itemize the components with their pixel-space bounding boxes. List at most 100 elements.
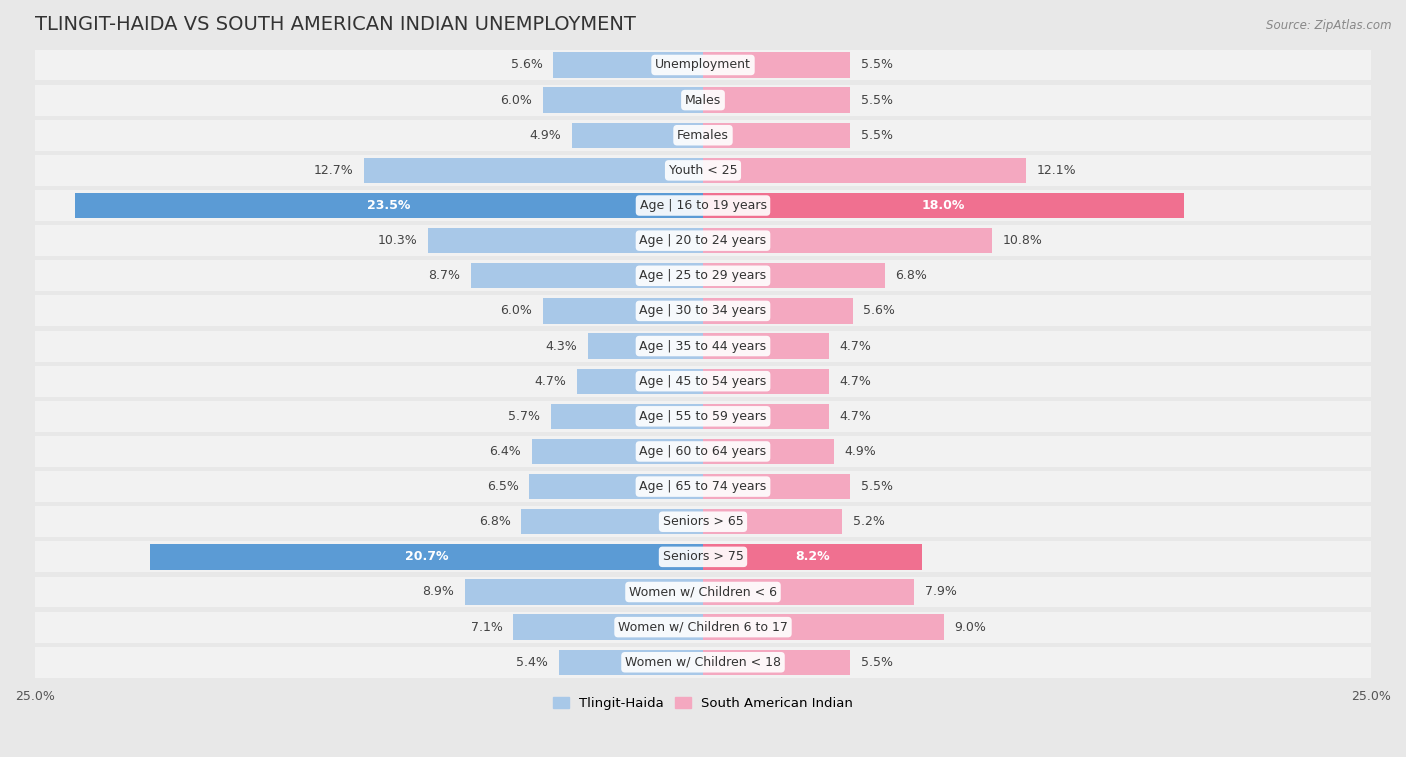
Bar xyxy=(703,263,884,288)
Text: 6.0%: 6.0% xyxy=(501,94,531,107)
Text: 4.7%: 4.7% xyxy=(839,410,872,423)
Text: 5.5%: 5.5% xyxy=(860,129,893,142)
Bar xyxy=(572,123,703,148)
Text: Age | 60 to 64 years: Age | 60 to 64 years xyxy=(640,445,766,458)
Bar xyxy=(35,612,1371,643)
Bar xyxy=(35,190,1371,221)
Text: 10.8%: 10.8% xyxy=(1002,234,1042,247)
Bar xyxy=(543,298,703,323)
Text: Females: Females xyxy=(678,129,728,142)
Bar xyxy=(35,436,1371,467)
Bar xyxy=(703,298,852,323)
Text: 10.3%: 10.3% xyxy=(377,234,418,247)
Bar xyxy=(513,615,703,640)
Bar xyxy=(427,228,703,254)
Bar xyxy=(465,579,703,605)
Legend: Tlingit-Haida, South American Indian: Tlingit-Haida, South American Indian xyxy=(548,692,858,715)
Bar xyxy=(522,509,703,534)
Text: 18.0%: 18.0% xyxy=(922,199,965,212)
Text: 12.7%: 12.7% xyxy=(314,164,353,177)
Bar xyxy=(35,120,1371,151)
Text: Youth < 25: Youth < 25 xyxy=(669,164,737,177)
Text: TLINGIT-HAIDA VS SOUTH AMERICAN INDIAN UNEMPLOYMENT: TLINGIT-HAIDA VS SOUTH AMERICAN INDIAN U… xyxy=(35,15,636,34)
Bar xyxy=(364,157,703,183)
Text: 8.2%: 8.2% xyxy=(796,550,830,563)
Text: 8.7%: 8.7% xyxy=(427,269,460,282)
Text: 4.9%: 4.9% xyxy=(530,129,561,142)
Text: 6.5%: 6.5% xyxy=(486,480,519,493)
Bar xyxy=(35,401,1371,431)
Text: 6.4%: 6.4% xyxy=(489,445,522,458)
Text: 4.7%: 4.7% xyxy=(839,375,872,388)
Bar xyxy=(703,157,1026,183)
Bar xyxy=(703,333,828,359)
Text: Women w/ Children < 18: Women w/ Children < 18 xyxy=(626,656,780,668)
Bar xyxy=(703,439,834,464)
Text: 5.2%: 5.2% xyxy=(852,516,884,528)
Bar xyxy=(35,577,1371,607)
Text: 6.8%: 6.8% xyxy=(896,269,928,282)
Text: Age | 16 to 19 years: Age | 16 to 19 years xyxy=(640,199,766,212)
Bar xyxy=(75,193,703,218)
Text: Women w/ Children 6 to 17: Women w/ Children 6 to 17 xyxy=(619,621,787,634)
Text: 6.8%: 6.8% xyxy=(478,516,510,528)
Text: 4.3%: 4.3% xyxy=(546,340,578,353)
Bar xyxy=(35,471,1371,502)
Text: 4.9%: 4.9% xyxy=(845,445,876,458)
Bar xyxy=(543,88,703,113)
Text: 5.6%: 5.6% xyxy=(510,58,543,71)
Bar xyxy=(703,193,1184,218)
Bar xyxy=(150,544,703,569)
Bar xyxy=(703,123,851,148)
Bar xyxy=(35,506,1371,537)
Bar xyxy=(703,228,991,254)
Bar xyxy=(703,615,943,640)
Bar xyxy=(35,646,1371,678)
Text: 5.5%: 5.5% xyxy=(860,656,893,668)
Bar xyxy=(471,263,703,288)
Bar xyxy=(35,260,1371,291)
Bar xyxy=(35,49,1371,80)
Bar xyxy=(35,295,1371,326)
Text: Age | 55 to 59 years: Age | 55 to 59 years xyxy=(640,410,766,423)
Bar xyxy=(531,439,703,464)
Bar xyxy=(554,52,703,78)
Text: 8.9%: 8.9% xyxy=(423,585,454,599)
Bar xyxy=(578,369,703,394)
Bar xyxy=(703,579,914,605)
Text: 12.1%: 12.1% xyxy=(1038,164,1077,177)
Bar xyxy=(35,331,1371,362)
Bar xyxy=(35,85,1371,116)
Text: 4.7%: 4.7% xyxy=(839,340,872,353)
Text: 5.4%: 5.4% xyxy=(516,656,548,668)
Bar xyxy=(588,333,703,359)
Bar xyxy=(529,474,703,499)
Bar xyxy=(35,155,1371,185)
Text: Seniors > 65: Seniors > 65 xyxy=(662,516,744,528)
Text: Age | 25 to 29 years: Age | 25 to 29 years xyxy=(640,269,766,282)
Bar xyxy=(703,403,828,429)
Text: Source: ZipAtlas.com: Source: ZipAtlas.com xyxy=(1267,19,1392,32)
Text: 20.7%: 20.7% xyxy=(405,550,449,563)
Text: 5.5%: 5.5% xyxy=(860,58,893,71)
Text: Age | 65 to 74 years: Age | 65 to 74 years xyxy=(640,480,766,493)
Text: 7.1%: 7.1% xyxy=(471,621,502,634)
Bar xyxy=(703,650,851,675)
Text: 4.7%: 4.7% xyxy=(534,375,567,388)
Bar xyxy=(551,403,703,429)
Text: 23.5%: 23.5% xyxy=(367,199,411,212)
Text: 5.7%: 5.7% xyxy=(508,410,540,423)
Bar xyxy=(35,225,1371,256)
Bar xyxy=(558,650,703,675)
Bar xyxy=(703,509,842,534)
Text: Age | 35 to 44 years: Age | 35 to 44 years xyxy=(640,340,766,353)
Text: Age | 20 to 24 years: Age | 20 to 24 years xyxy=(640,234,766,247)
Text: 9.0%: 9.0% xyxy=(955,621,986,634)
Bar xyxy=(703,544,922,569)
Text: 5.6%: 5.6% xyxy=(863,304,896,317)
Text: Males: Males xyxy=(685,94,721,107)
Text: 5.5%: 5.5% xyxy=(860,94,893,107)
Text: Age | 45 to 54 years: Age | 45 to 54 years xyxy=(640,375,766,388)
Text: Unemployment: Unemployment xyxy=(655,58,751,71)
Bar xyxy=(703,52,851,78)
